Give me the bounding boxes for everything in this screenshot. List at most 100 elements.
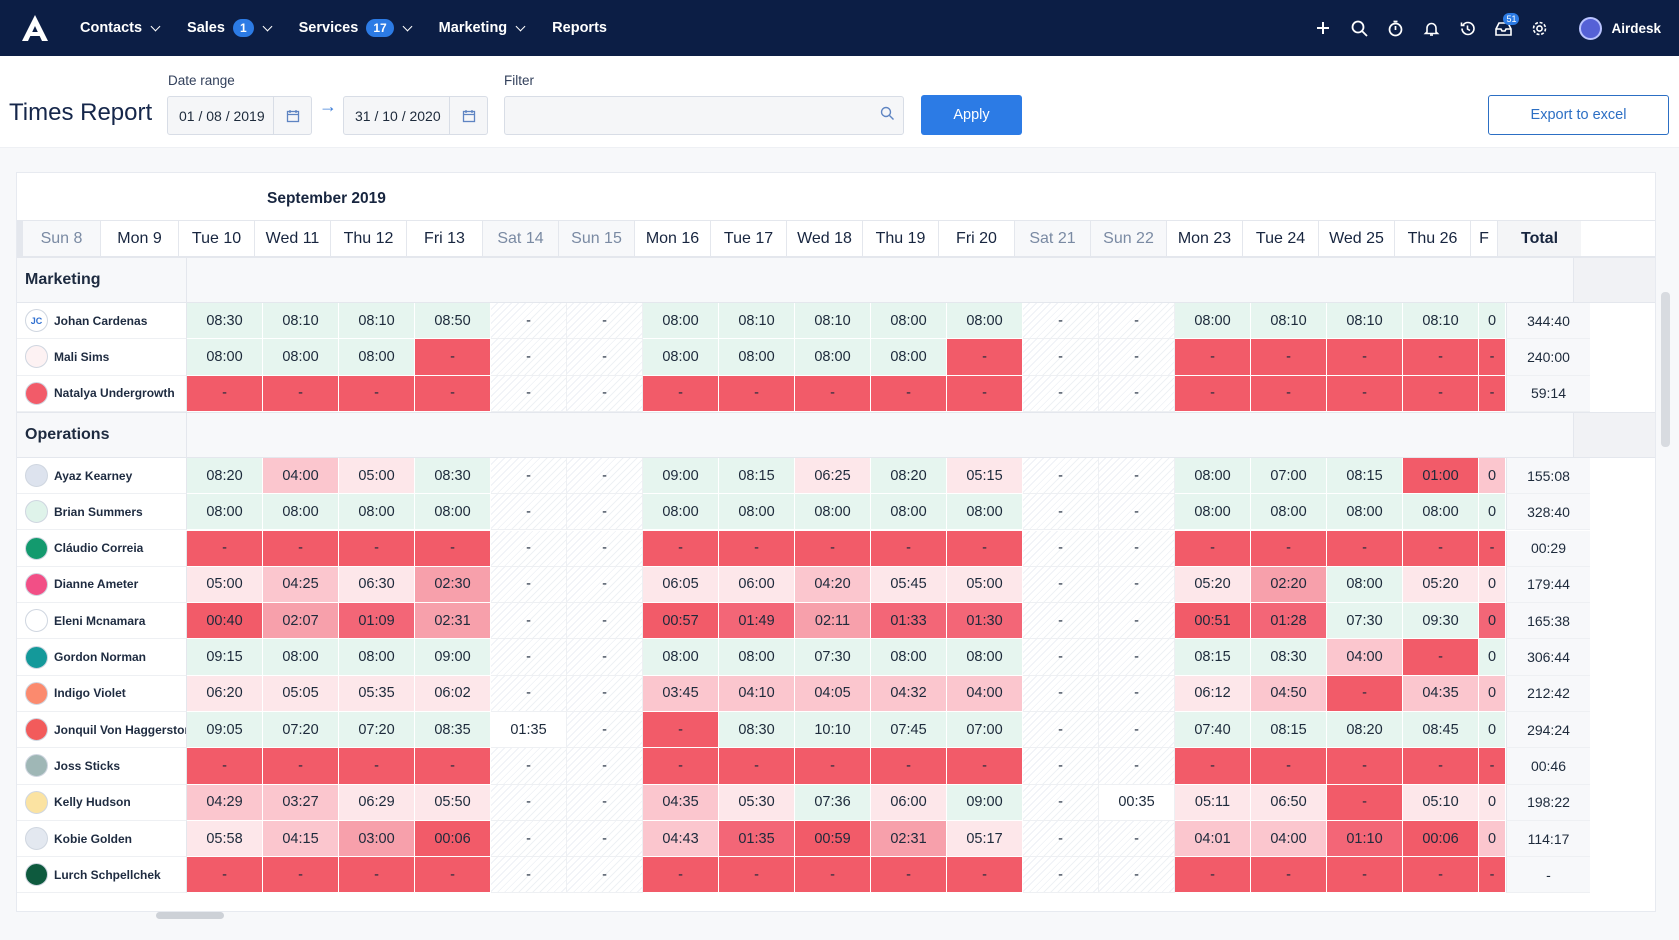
time-cell[interactable]: 08:15 [1175, 639, 1251, 676]
time-cell[interactable]: 00:35 [1099, 784, 1175, 821]
time-cell[interactable]: - [187, 748, 263, 785]
time-cell[interactable]: - [1023, 494, 1099, 531]
time-cell[interactable]: 02:07 [263, 603, 339, 640]
time-cell[interactable]: - [719, 530, 795, 567]
table-row[interactable]: Joss Sticks - - - - - - - - - - - - - - - - - -00:46 [17, 748, 1655, 785]
time-cell[interactable]: - [567, 603, 643, 640]
time-cell[interactable]: - [491, 603, 567, 640]
time-cell[interactable]: 04:01 [1175, 820, 1251, 858]
time-cell[interactable]: 01:30 [947, 603, 1023, 640]
time-cell[interactable]: 04:00 [1327, 639, 1403, 676]
table-row[interactable]: Ayaz Kearney 08:20 04:00 05:00 08:30- -09:00 0… [17, 457, 1655, 495]
time-cell[interactable]: 08:15 [1251, 712, 1327, 749]
time-cell[interactable]: - [1479, 339, 1506, 376]
time-cell[interactable]: 05:00 [187, 566, 263, 604]
time-cell[interactable]: - [567, 639, 643, 676]
time-cell[interactable]: - [415, 530, 491, 567]
calendar-icon[interactable] [273, 97, 311, 134]
inbox-icon[interactable]: 51 [1485, 10, 1521, 46]
time-cell[interactable]: 08:00 [1251, 494, 1327, 531]
time-cell[interactable]: 01:09 [339, 603, 415, 640]
time-cell[interactable]: 08:00 [263, 339, 339, 376]
search-icon[interactable] [1341, 10, 1377, 46]
person-name-cell[interactable]: Ayaz Kearney [17, 457, 187, 495]
table-row[interactable]: Mali Sims 08:00 08:00 08:00- - -08:00 08:00 08:… [17, 339, 1655, 376]
time-cell[interactable]: - [795, 530, 871, 567]
date-to-field[interactable]: 31 / 10 / 2020 [343, 96, 488, 135]
time-cell[interactable]: 05:00 [947, 566, 1023, 604]
time-cell[interactable]: - [1327, 857, 1403, 894]
time-cell[interactable]: - [263, 857, 339, 894]
time-cell[interactable]: - [1251, 857, 1327, 894]
time-cell[interactable]: 09:05 [187, 712, 263, 749]
table-row[interactable]: Cláudio Correia - - - - - - - - - - - - - - - - - -00:29 [17, 530, 1655, 567]
time-cell[interactable]: - [1175, 375, 1251, 412]
filter-input[interactable] [504, 96, 904, 135]
time-cell[interactable]: 06:05 [643, 566, 719, 604]
time-cell[interactable]: 08:00 [871, 494, 947, 531]
time-cell[interactable]: - [187, 857, 263, 894]
time-cell[interactable]: 0 [1479, 303, 1506, 340]
time-cell[interactable]: 02:30 [415, 566, 491, 604]
time-cell[interactable]: - [1099, 639, 1175, 676]
time-cell[interactable]: 08:50 [415, 303, 491, 340]
time-cell[interactable]: 07:30 [795, 639, 871, 676]
time-cell[interactable]: 07:36 [795, 784, 871, 821]
person-name-cell[interactable]: Kobie Golden [17, 820, 187, 858]
time-cell[interactable]: - [1403, 530, 1479, 567]
time-cell[interactable]: 05:05 [263, 675, 339, 712]
time-cell[interactable]: 08:00 [1327, 566, 1403, 604]
time-cell[interactable]: - [491, 820, 567, 858]
time-cell[interactable]: - [187, 375, 263, 412]
time-cell[interactable]: - [491, 566, 567, 604]
time-cell[interactable]: 01:00 [1403, 457, 1479, 495]
time-cell[interactable]: - [1023, 566, 1099, 604]
time-cell[interactable]: 08:00 [263, 639, 339, 676]
time-cell[interactable]: 08:20 [187, 457, 263, 495]
time-cell[interactable]: - [643, 857, 719, 894]
time-cell[interactable]: 07:00 [947, 712, 1023, 749]
time-cell[interactable]: - [1403, 639, 1479, 676]
time-cell[interactable]: 08:00 [643, 339, 719, 376]
time-cell[interactable]: - [1023, 530, 1099, 567]
time-cell[interactable]: 05:20 [1403, 566, 1479, 604]
table-row[interactable]: Natalya Undergrowth - - - - - - - - - - - - - - - - - -59:… [17, 375, 1655, 412]
time-cell[interactable]: - [339, 748, 415, 785]
time-cell[interactable]: 0 [1479, 675, 1506, 712]
person-name-cell[interactable]: Brian Summers [17, 494, 187, 531]
time-cell[interactable]: - [491, 784, 567, 821]
time-cell[interactable]: - [339, 375, 415, 412]
time-cell[interactable]: - [1099, 339, 1175, 376]
time-cell[interactable]: 05:50 [415, 784, 491, 821]
time-cell[interactable]: - [1023, 457, 1099, 495]
time-cell[interactable]: 07:00 [1251, 457, 1327, 495]
time-cell[interactable]: 03:27 [263, 784, 339, 821]
person-name-cell[interactable]: JC Johan Cardenas [17, 303, 187, 340]
time-cell[interactable]: 05:00 [339, 457, 415, 495]
time-cell[interactable]: 0 [1479, 603, 1506, 640]
table-row[interactable]: JC Johan Cardenas 08:30 08:10 08:10 08:50- -08… [17, 303, 1655, 340]
time-cell[interactable]: 07:20 [339, 712, 415, 749]
time-cell[interactable]: - [1327, 375, 1403, 412]
vertical-scrollbar[interactable] [1661, 292, 1670, 447]
time-cell[interactable]: - [1099, 457, 1175, 495]
time-cell[interactable]: - [947, 375, 1023, 412]
time-cell[interactable]: - [491, 494, 567, 531]
time-cell[interactable]: 04:00 [947, 675, 1023, 712]
person-name-cell[interactable]: Indigo Violet [17, 675, 187, 712]
time-cell[interactable]: 08:10 [795, 303, 871, 340]
time-cell[interactable]: 08:00 [947, 303, 1023, 340]
time-cell[interactable]: 03:45 [643, 675, 719, 712]
time-cell[interactable]: - [1099, 603, 1175, 640]
time-cell[interactable]: 01:28 [1251, 603, 1327, 640]
time-cell[interactable]: - [1479, 857, 1506, 894]
time-cell[interactable]: 09:30 [1403, 603, 1479, 640]
time-cell[interactable]: 02:31 [871, 820, 947, 858]
time-cell[interactable]: 00:40 [187, 603, 263, 640]
time-cell[interactable]: - [1099, 712, 1175, 749]
person-name-cell[interactable]: Eleni Mcnamara [17, 603, 187, 640]
time-cell[interactable]: 00:06 [415, 820, 491, 858]
time-cell[interactable]: - [719, 748, 795, 785]
time-cell[interactable]: 04:10 [719, 675, 795, 712]
time-cell[interactable]: 04:50 [1251, 675, 1327, 712]
